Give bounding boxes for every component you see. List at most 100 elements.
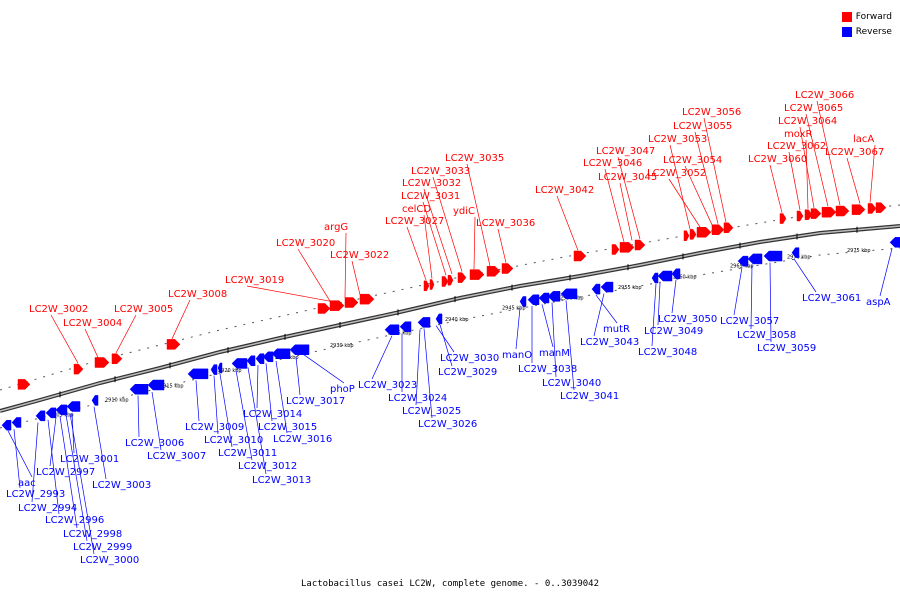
reverse-gene[interactable]	[246, 355, 256, 367]
forward-gene[interactable]	[696, 227, 712, 238]
reverse-gene-label[interactable]: LC2W_2994	[18, 503, 77, 514]
forward-gene[interactable]	[17, 379, 31, 390]
reverse-gene-label[interactable]: LC2W_3040	[542, 378, 601, 389]
forward-gene[interactable]	[835, 205, 850, 217]
reverse-gene-label[interactable]: aac	[18, 478, 36, 489]
reverse-gene-label[interactable]: aspA	[866, 297, 891, 308]
reverse-gene[interactable]	[763, 250, 783, 262]
reverse-gene[interactable]	[600, 281, 614, 293]
reverse-gene[interactable]	[791, 247, 800, 258]
forward-gene-label[interactable]: LC2W_3032	[402, 178, 461, 189]
forward-gene-label[interactable]: LC2W_3033	[411, 166, 470, 177]
forward-gene-label[interactable]: LC2W_3004	[63, 318, 122, 329]
reverse-gene[interactable]	[1, 419, 12, 431]
forward-gene[interactable]	[111, 353, 123, 364]
reverse-gene-label[interactable]: LC2W_3014	[243, 409, 302, 420]
reverse-gene[interactable]	[417, 317, 431, 328]
reverse-gene-label[interactable]: LC2W_3001	[60, 454, 119, 465]
forward-gene[interactable]	[619, 242, 635, 253]
reverse-gene-label[interactable]: LC2W_3012	[238, 461, 297, 472]
forward-gene[interactable]	[344, 297, 359, 308]
reverse-gene-label[interactable]: LC2W_3048	[638, 347, 697, 358]
reverse-gene-label[interactable]: LC2W_2999	[73, 542, 132, 553]
forward-gene-label[interactable]: LC2W_3035	[445, 153, 504, 164]
reverse-gene-label[interactable]: mutR	[603, 324, 630, 335]
reverse-gene-label[interactable]: LC2W_3003	[92, 480, 151, 491]
forward-gene-label[interactable]: LC2W_3046	[583, 158, 642, 169]
forward-gene[interactable]	[810, 208, 822, 219]
reverse-gene[interactable]	[210, 364, 218, 375]
reverse-gene[interactable]	[560, 288, 578, 300]
reverse-gene-label[interactable]: LC2W_3038	[518, 364, 577, 375]
forward-gene-label[interactable]: LC2W_3056	[682, 107, 741, 118]
reverse-gene-label[interactable]: LC2W_2997	[36, 467, 95, 478]
reverse-gene-label[interactable]: LC2W_3011	[218, 448, 277, 459]
forward-gene-label[interactable]: LC2W_3060	[748, 154, 807, 165]
forward-gene[interactable]	[469, 269, 485, 280]
forward-gene-label[interactable]: LC2W_3022	[330, 250, 389, 261]
forward-gene-label[interactable]: moxR	[784, 129, 812, 140]
forward-gene-label[interactable]: LC2W_3008	[168, 289, 227, 300]
reverse-gene[interactable]	[591, 283, 601, 295]
reverse-gene-label[interactable]: LC2W_3016	[273, 434, 332, 445]
forward-gene-label[interactable]: LC2W_3031	[401, 191, 460, 202]
reverse-gene-label[interactable]: LC2W_3017	[286, 396, 345, 407]
reverse-gene[interactable]	[651, 272, 659, 284]
reverse-gene[interactable]	[66, 401, 81, 412]
reverse-gene[interactable]	[289, 344, 310, 356]
reverse-gene[interactable]	[538, 292, 550, 304]
forward-gene[interactable]	[573, 250, 587, 262]
forward-gene-label[interactable]: LC2W_3027	[385, 216, 444, 227]
reverse-gene-label[interactable]: LC2W_3026	[418, 419, 477, 430]
forward-gene-label[interactable]: LC2W_3047	[596, 146, 655, 157]
forward-gene[interactable]	[796, 210, 804, 222]
forward-gene[interactable]	[94, 357, 110, 368]
reverse-gene[interactable]	[11, 417, 22, 428]
forward-gene[interactable]	[851, 204, 866, 215]
reverse-gene-label[interactable]: LC2W_2998	[63, 529, 122, 540]
reverse-gene[interactable]	[255, 353, 265, 364]
reverse-gene[interactable]	[384, 324, 400, 335]
forward-gene-label[interactable]: LC2W_3062	[767, 141, 826, 152]
forward-gene[interactable]	[821, 206, 837, 218]
reverse-gene[interactable]	[262, 351, 274, 363]
forward-gene[interactable]	[689, 229, 697, 240]
forward-gene-label[interactable]: LC2W_3045	[598, 172, 657, 183]
reverse-gene-label[interactable]: LC2W_3049	[644, 326, 703, 337]
reverse-gene-label[interactable]: LC2W_3043	[580, 337, 639, 348]
reverse-gene-label[interactable]: LC2W_3029	[438, 367, 497, 378]
forward-gene-label[interactable]: LC2W_3064	[778, 116, 837, 127]
reverse-gene[interactable]	[35, 410, 46, 422]
reverse-gene[interactable]	[657, 270, 673, 282]
forward-gene-label[interactable]: argG	[324, 222, 348, 233]
forward-gene-label[interactable]: LC2W_3036	[476, 218, 535, 229]
reverse-gene[interactable]	[889, 237, 900, 248]
reverse-gene-label[interactable]: LC2W_3057	[720, 316, 779, 327]
reverse-gene[interactable]	[217, 362, 223, 374]
forward-gene[interactable]	[166, 339, 181, 350]
forward-gene[interactable]	[779, 213, 787, 224]
forward-gene-label[interactable]: LC2W_3005	[114, 304, 173, 315]
reverse-gene[interactable]	[435, 313, 443, 325]
forward-gene[interactable]	[329, 300, 345, 311]
reverse-gene-label[interactable]: LC2W_3059	[757, 343, 816, 354]
forward-gene-label[interactable]: ydiC	[453, 206, 475, 217]
forward-gene[interactable]	[723, 222, 734, 234]
forward-gene-label[interactable]: LC2W_3055	[673, 121, 732, 132]
forward-gene-label[interactable]: LC2W_3002	[29, 304, 88, 315]
reverse-gene[interactable]	[187, 368, 209, 380]
forward-gene[interactable]	[683, 230, 690, 241]
reverse-gene-label[interactable]: LC2W_3013	[252, 475, 311, 486]
reverse-gene-label[interactable]: LC2W_3010	[204, 435, 263, 446]
forward-gene-label[interactable]: LC2W_3020	[276, 238, 335, 249]
reverse-gene[interactable]	[547, 291, 561, 302]
forward-gene[interactable]	[634, 239, 646, 251]
forward-gene[interactable]	[317, 303, 331, 314]
reverse-gene[interactable]	[747, 253, 763, 265]
reverse-gene-label[interactable]: LC2W_3058	[737, 330, 796, 341]
reverse-gene-label[interactable]: LC2W_3009	[185, 422, 244, 433]
forward-gene[interactable]	[875, 202, 887, 213]
forward-gene[interactable]	[429, 279, 435, 290]
forward-gene-label[interactable]: LC2W_3066	[795, 90, 854, 101]
forward-gene-label[interactable]: LC2W_3019	[225, 275, 284, 286]
